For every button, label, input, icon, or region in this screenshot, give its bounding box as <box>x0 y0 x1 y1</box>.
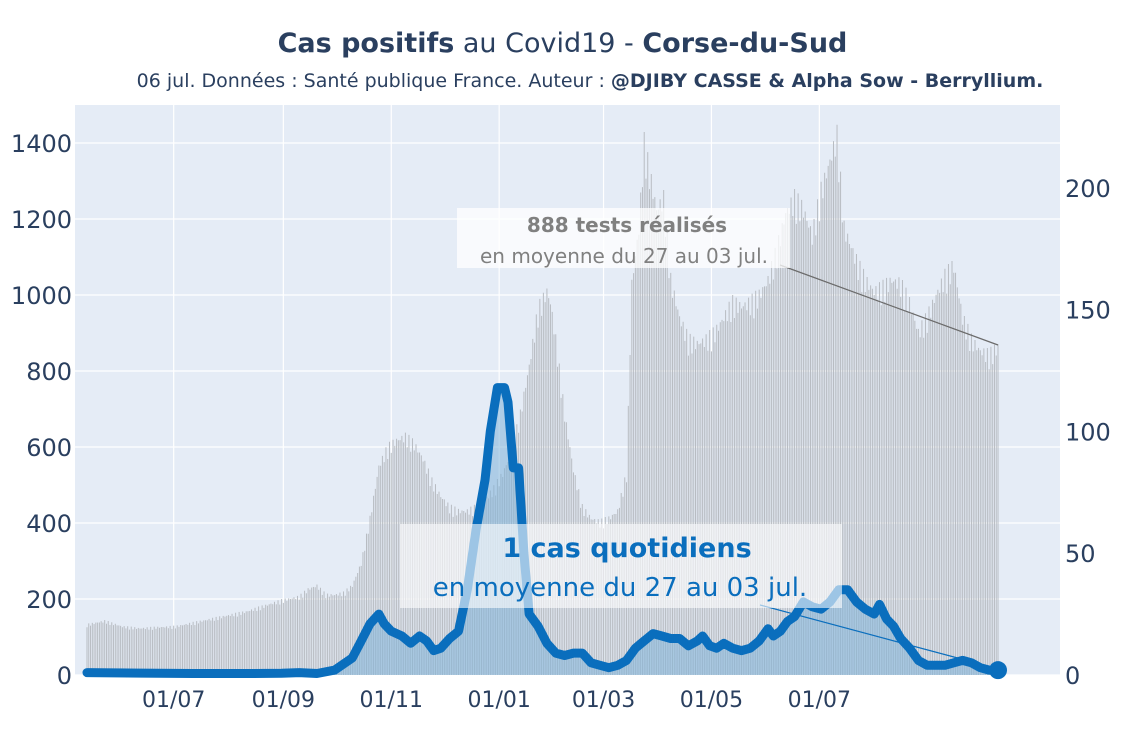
y-left-tick-label: 1400 <box>11 130 72 158</box>
y-left-tick-label: 600 <box>26 434 72 462</box>
y-right-tick-label: 0 <box>1065 662 1080 690</box>
x-tick-label: 01/07 <box>788 688 851 713</box>
cases-annotation-bold: 1 cas quotidiens <box>502 533 751 564</box>
x-tick-label: 01/11 <box>360 688 423 713</box>
title-bold-region: Corse-du-Sud <box>642 28 848 59</box>
x-tick-label: 01/09 <box>252 688 315 713</box>
title-bold-metric: Cas positifs <box>277 28 455 59</box>
subtitle-authors: @DJIBY CASSE & Alpha Sow - Berryllium. <box>610 70 1044 92</box>
subtitle-source: 06 jul. Données : Santé publique France.… <box>136 70 611 92</box>
y-left-tick-label: 400 <box>26 510 72 538</box>
cases-last-point <box>989 661 1007 680</box>
chart-subtitle: 06 jul. Données : Santé publique France.… <box>0 70 1125 92</box>
cases-annotation-arrow <box>759 604 996 669</box>
tests-annotation-arrow <box>779 264 999 346</box>
tests-annotation-box <box>457 208 790 268</box>
x-tick-label: 01/07 <box>142 688 205 713</box>
y-right-tick-label: 100 <box>1065 418 1111 446</box>
chart-title: Cas positifs au Covid19 - Corse-du-Sud <box>0 28 1125 59</box>
cases-annotation-box <box>400 524 842 608</box>
cases-line <box>82 383 1003 678</box>
y-left-tick-label: 0 <box>57 662 72 690</box>
y-left-tick-label: 800 <box>26 358 72 386</box>
y-left-tick-label: 1200 <box>11 206 72 234</box>
y-left-tick-label: 200 <box>26 586 72 614</box>
x-tick-label: 01/03 <box>572 688 635 713</box>
cases-annotation-text: en moyenne du 27 au 03 jul. <box>433 573 807 603</box>
y-right-tick-label: 200 <box>1065 175 1111 203</box>
y-left-tick-label: 1000 <box>11 282 72 310</box>
y-right-tick-label: 50 <box>1065 540 1096 568</box>
title-middle: au Covid19 - <box>454 28 643 59</box>
tests-annotation-text: en moyenne du 27 au 03 jul. <box>480 244 768 268</box>
x-tick-label: 01/01 <box>467 688 530 713</box>
tests-annotation-bold: 888 tests réalisés <box>527 213 727 237</box>
y-right-tick-label: 150 <box>1065 297 1111 325</box>
x-tick-label: 01/05 <box>680 688 743 713</box>
